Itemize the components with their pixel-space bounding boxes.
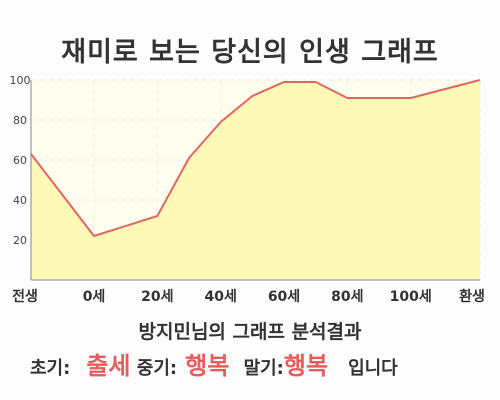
early-label: 초기:: [30, 358, 71, 379]
early-value: 출세: [86, 352, 131, 380]
x-tick-label: 60세: [268, 289, 300, 305]
x-tick-label: 80세: [331, 289, 363, 305]
late-value: 행복: [283, 352, 329, 380]
y-tick-label: 100: [10, 74, 31, 87]
analysis-heading: 방지민님의 그래프 분석결과: [138, 321, 362, 343]
y-tick-labels: 20 40 60 80 100: [10, 74, 31, 247]
y-tick-label: 40: [13, 194, 27, 207]
x-tick-label: 전생: [12, 288, 38, 305]
x-tick-label: 40세: [204, 289, 236, 305]
analysis-result: 초기: 출세 중기: 행복 말기:행복 입니다: [30, 346, 490, 381]
x-tick-label: 0세: [83, 289, 106, 305]
ending-text: 입니다: [348, 358, 398, 379]
mid-value: 행복: [185, 352, 230, 380]
x-tick-label: 100세: [390, 289, 432, 305]
x-tick-label: 20세: [141, 289, 173, 305]
mid-label: 중기:: [136, 358, 178, 379]
late-label: 말기:: [243, 358, 284, 379]
life-line: [30, 79, 481, 237]
life-area-fill: [31, 80, 480, 280]
x-tick-labels: 전생 0세 20세 40세 60세 80세 100세 환생: [12, 288, 485, 305]
y-tick-label: 20: [13, 234, 27, 247]
y-tick-label: 80: [13, 114, 27, 127]
y-tick-label: 60: [13, 154, 27, 167]
chart-title: 재미로 보는 당신의 인생 그래프: [61, 37, 439, 68]
x-tick-label: 환생: [459, 288, 485, 305]
